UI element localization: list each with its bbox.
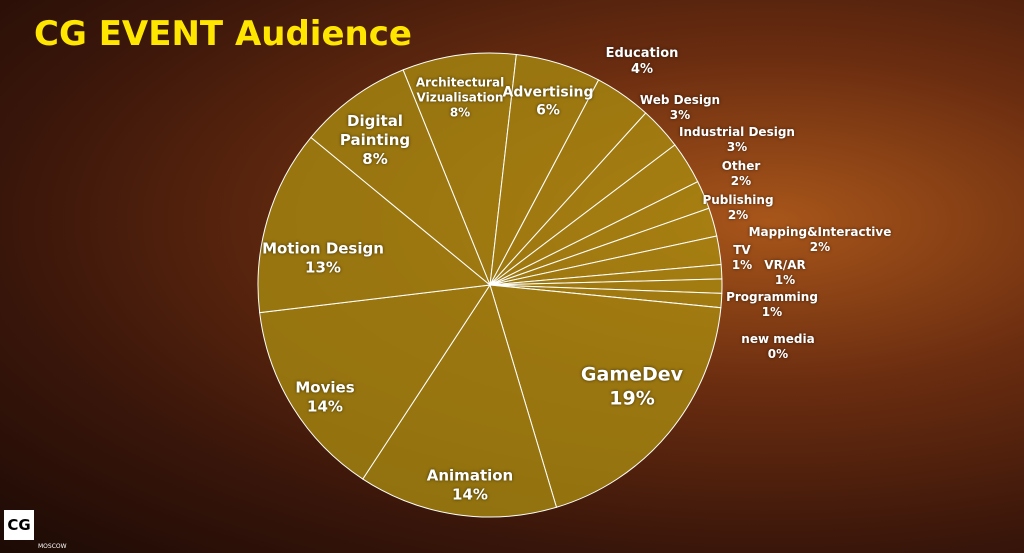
slice-name: Education: [605, 45, 679, 61]
slice-value: 14%: [307, 397, 343, 415]
slice-name: Other: [721, 159, 761, 173]
slice-label: Movies 14%: [295, 378, 354, 416]
pie-slice: [257, 136, 492, 314]
slice-name: Advertising: [502, 84, 594, 101]
slice-name: Architectural Vizualisation: [415, 75, 505, 105]
slice-value: 14%: [452, 485, 488, 503]
slice-name: Motion Design: [262, 239, 384, 258]
pie-slice: [310, 69, 491, 286]
slice-value: 4%: [630, 62, 654, 77]
slice-value: 1%: [761, 305, 783, 319]
pie-slice: [402, 52, 517, 286]
slice-label: VR/AR 1%: [764, 258, 805, 288]
slice-value: 0%: [767, 347, 789, 361]
slice-name: TV: [733, 243, 751, 257]
slice-value: 3%: [726, 140, 748, 154]
slice-value: 2%: [809, 240, 831, 254]
slice-label: Motion Design 13%: [262, 239, 384, 277]
slice-name: Digital Painting: [339, 111, 411, 149]
slice-label: Other 2%: [722, 159, 761, 189]
slice-value: 1%: [731, 258, 753, 272]
slice-value: 3%: [669, 108, 691, 122]
slice-label: Advertising 6%: [503, 85, 594, 120]
pie-slice: [362, 283, 558, 518]
logo: CG: [4, 510, 34, 540]
slice-label: Web Design 3%: [640, 93, 720, 123]
slice-value: 13%: [305, 258, 341, 276]
slice-name: Animation: [426, 466, 514, 485]
slice-name: Web Design: [639, 93, 721, 107]
slice-name: new media: [741, 332, 815, 346]
slice-value: 8%: [449, 105, 471, 120]
slice-label: TV 1%: [732, 243, 752, 273]
slice-value: 2%: [730, 174, 752, 188]
pie-slice: [259, 284, 492, 480]
slice-name: Programming: [726, 290, 818, 304]
slice-label: Education 4%: [606, 46, 679, 79]
slice-label: Programming 1%: [726, 290, 818, 320]
slice-value: 19%: [609, 387, 655, 409]
slice-label: GameDev 19%: [581, 363, 683, 411]
slice-label: Digital Painting 8%: [335, 112, 415, 168]
slice-label: Publishing 2%: [702, 193, 773, 223]
slice-name: VR/AR: [764, 258, 806, 272]
pie-slice: [489, 284, 722, 508]
slice-value: 1%: [774, 273, 796, 287]
chart-title: CG EVENT Audience: [34, 14, 412, 54]
slice-name: Industrial Design: [679, 125, 795, 139]
logo-caption: MOSCOW: [38, 543, 67, 550]
slice-label: Architectural Vizualisation 8%: [410, 76, 510, 121]
slice-label: Animation 14%: [427, 466, 513, 504]
slice-name: Movies: [295, 378, 355, 397]
slice-name: Mapping&Interactive: [748, 225, 892, 239]
slice-value: 2%: [727, 208, 749, 222]
slice-label: Industrial Design 3%: [679, 125, 795, 155]
slice-value: 6%: [536, 102, 560, 118]
slice-name: Publishing: [702, 193, 774, 207]
slice-value: 8%: [362, 149, 388, 168]
slice-name: GameDev: [580, 363, 684, 386]
slice-label: new media 0%: [741, 332, 814, 362]
slice-label: Mapping&Interactive 2%: [749, 225, 892, 255]
